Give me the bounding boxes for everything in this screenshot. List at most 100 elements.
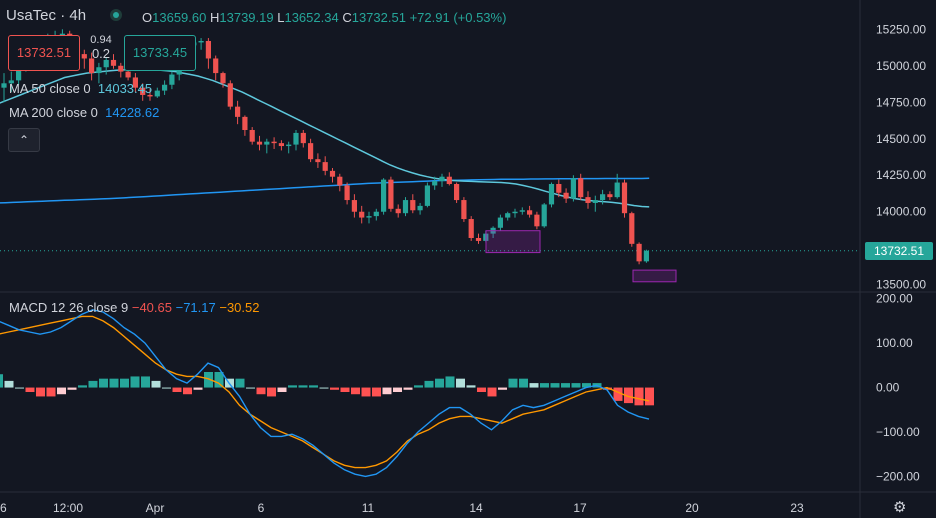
candle (169, 71, 175, 90)
ma50-label: MA 50 close 0 (9, 81, 91, 96)
candle (570, 175, 576, 202)
macd-tick-label: 200.00 (876, 292, 913, 306)
candle-body (147, 94, 153, 97)
candle-body (103, 59, 109, 68)
highlight-box (632, 269, 677, 283)
macd-histogram-bar (393, 387, 402, 392)
candle-body (16, 65, 22, 81)
candle-body (154, 90, 160, 97)
macd-histogram-bar (277, 387, 287, 392)
collapse-legend-button[interactable]: ⌃ (8, 128, 40, 152)
macd-histogram-bar (550, 383, 560, 388)
candle-body (169, 74, 175, 85)
symbol-title[interactable]: UsaTec · 4h (6, 7, 87, 24)
chevron-up-icon: ⌃ (18, 133, 30, 147)
candle (154, 87, 160, 98)
macd-histogram-bar (487, 387, 497, 397)
candle (89, 52, 95, 81)
candle-body (264, 141, 270, 145)
candle (344, 182, 350, 205)
candle (381, 178, 387, 215)
candle-body (162, 84, 168, 91)
candle-body (512, 211, 518, 214)
candle-body (337, 176, 343, 186)
macd-histogram-bar (508, 378, 518, 388)
macd-histogram-bar (183, 387, 192, 395)
candle-body (461, 200, 467, 220)
candle-body (96, 67, 102, 74)
candle-body (454, 184, 460, 201)
candle (351, 194, 357, 218)
macd-histogram-bar (67, 387, 77, 390)
candle-body (249, 130, 255, 142)
candle (8, 71, 14, 93)
candle-body (548, 184, 555, 205)
time-tick-label: Apr (146, 501, 165, 515)
macd-legend[interactable]: MACD 12 26 close 9 −40.65 −71.17 −30.52 (9, 300, 259, 315)
price-tick-label: 15000.00 (876, 59, 926, 73)
candle-body (271, 141, 277, 144)
macd-tick-label: 100.00 (876, 336, 913, 350)
macd-histogram-bar (298, 385, 308, 388)
candle (140, 83, 146, 101)
highlight-boxes (485, 230, 677, 283)
macd-histogram-bar (309, 385, 318, 388)
spread-top: 0.94 (90, 34, 112, 46)
price-tick-label: 15250.00 (876, 22, 926, 36)
macd-histogram-bar (519, 378, 528, 388)
candle (118, 62, 124, 78)
macd-histogram-bar (246, 387, 255, 389)
candle-body (381, 179, 387, 212)
candle (636, 242, 642, 265)
price-tick-label: 14000.00 (876, 205, 926, 219)
candle-body (293, 132, 299, 145)
macd-histogram-bar (109, 378, 119, 388)
candle-body (1, 83, 7, 88)
ma200-legend[interactable]: MA 200 close 0 14228.62 (9, 105, 159, 120)
candle-body (607, 194, 613, 198)
candle-body (424, 185, 430, 206)
candle (198, 38, 204, 50)
gear-icon[interactable]: ⚙ (893, 499, 907, 516)
o-value: 13659.60 (152, 10, 207, 25)
macd-tick-label: −100.00 (876, 425, 920, 439)
candle (103, 57, 109, 75)
time-tick-label: 26 (0, 501, 7, 515)
sell-button[interactable]: 13732.51 (8, 35, 80, 71)
macd-axis: 200.00 100.00 0.00 −100.00 −200.00 (876, 292, 920, 484)
candle-body (300, 132, 306, 144)
macd-histogram-bar (162, 387, 171, 389)
candle (271, 137, 277, 149)
macd-histogram-bar (540, 383, 549, 388)
candles (1, 29, 649, 265)
candle-body (118, 65, 124, 72)
candle (512, 208, 518, 218)
candle (249, 127, 255, 145)
time-tick-label: 23 (790, 501, 804, 515)
candle (220, 71, 226, 88)
time-tick-label: 17 (573, 501, 587, 515)
macd-histogram-bar (193, 387, 203, 390)
spread-bottom: 0.2 (91, 46, 111, 61)
macd-histogram-bar (57, 387, 66, 395)
candle (614, 173, 620, 199)
symbol-name[interactable]: UsaTec (6, 7, 57, 24)
h-value: 13739.19 (219, 10, 274, 25)
time-axis: 12:00 Apr 6 11 14 17 20 23 26 (0, 501, 804, 515)
change-value: +72.91 (+0.53%) (409, 10, 507, 25)
candle (578, 173, 584, 201)
candle (592, 195, 598, 212)
candle (424, 182, 430, 208)
candle-body (227, 83, 233, 107)
buy-button[interactable]: 13733.45 (124, 35, 196, 71)
candle (439, 173, 445, 187)
candle (293, 130, 299, 151)
candle (110, 54, 117, 69)
candle (643, 249, 649, 263)
candle (373, 208, 379, 221)
candle (417, 202, 423, 215)
symbol-interval[interactable]: 4h (69, 7, 87, 24)
ma50-legend[interactable]: MA 50 close 0 14033.45 (9, 81, 152, 96)
time-tick-label: 14 (469, 501, 483, 515)
